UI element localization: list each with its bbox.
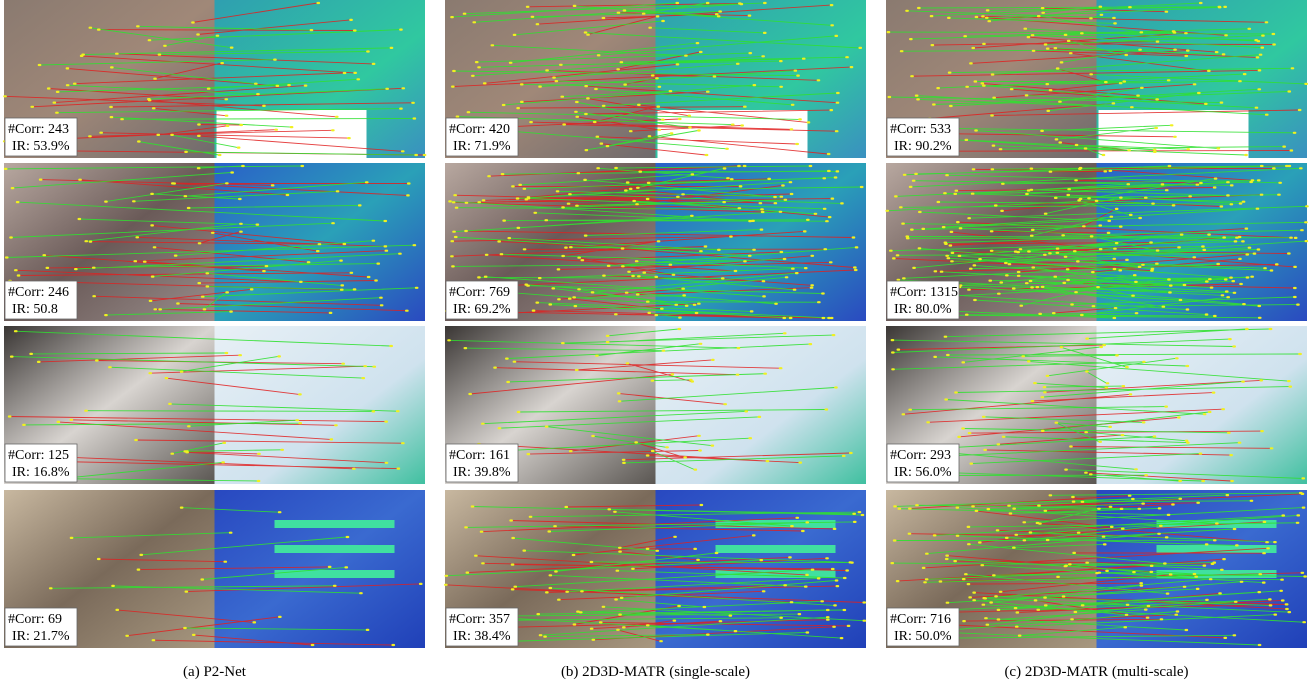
cloud-stripe (716, 545, 836, 553)
inlier-ratio: IR: 50.0% (894, 629, 952, 644)
corr-count: #Corr: 69 (8, 612, 62, 627)
panel: #Corr: 161 IR: 39.8% (445, 326, 866, 484)
cloud-stripe (275, 520, 395, 528)
inlier-ratio: IR: 80.0% (894, 302, 952, 317)
figure: #Corr: 243IR: 53.9%#Corr: 246IR: 50.8#Co… (0, 0, 1313, 685)
point-cloud (1097, 326, 1308, 484)
corr-count: #Corr: 533 (890, 122, 951, 137)
corr-count: #Corr: 357 (449, 612, 510, 627)
panel: #Corr: 293 IR: 56.0% (886, 326, 1307, 484)
inlier-ratio: IR: 53.9% (12, 139, 70, 154)
corr-count: #Corr: 420 (449, 122, 510, 137)
point-cloud (215, 326, 426, 484)
inlier-ratio: IR: 50.8 (12, 302, 58, 317)
corr-count: #Corr: 243 (8, 122, 69, 137)
panel: #Corr: 1315 IR: 80.0% (886, 163, 1308, 321)
column-caption: (c) 2D3D-MATR (multi-scale) (1004, 664, 1188, 680)
corr-count: #Corr: 125 (8, 448, 69, 463)
panel: #Corr: 243 IR: 53.9% (4, 0, 425, 158)
cloud-hole (217, 110, 367, 158)
panel: #Corr: 125 IR: 16.8% (4, 326, 425, 484)
corr-count: #Corr: 161 (449, 448, 510, 463)
inlier-ratio: IR: 16.8% (12, 465, 70, 480)
column-caption: (a) P2-Net (183, 664, 247, 680)
column-caption: (b) 2D3D-MATR (single-scale) (561, 664, 750, 680)
panel: #Corr: 357 IR: 38.4% (445, 490, 866, 648)
inlier-ratio: IR: 90.2% (894, 139, 952, 154)
panel: #Corr: 533 IR: 90.2% (886, 0, 1307, 158)
point-cloud (215, 490, 426, 648)
panel: #Corr: 246 IR: 50.8 (4, 163, 425, 321)
inlier-ratio: IR: 71.9% (453, 139, 511, 154)
panel: #Corr: 69 IR: 21.7% (4, 490, 425, 648)
panel: #Corr: 769 IR: 69.2% (445, 163, 866, 321)
inlier-ratio: IR: 21.7% (12, 629, 70, 644)
inlier-ratio: IR: 39.8% (453, 465, 511, 480)
cloud-stripe (275, 570, 395, 578)
panel: #Corr: 716 IR: 50.0% (886, 490, 1307, 648)
corr-count: #Corr: 769 (449, 285, 510, 300)
inlier-ratio: IR: 38.4% (453, 629, 511, 644)
corr-count: #Corr: 246 (8, 285, 69, 300)
panel: #Corr: 420 IR: 71.9% (445, 0, 866, 158)
corr-count: #Corr: 716 (890, 612, 951, 627)
corr-count: #Corr: 293 (890, 448, 951, 463)
inlier-ratio: IR: 69.2% (453, 302, 511, 317)
inlier-ratio: IR: 56.0% (894, 465, 952, 480)
cloud-stripe (275, 545, 395, 553)
corr-count: #Corr: 1315 (890, 285, 958, 300)
